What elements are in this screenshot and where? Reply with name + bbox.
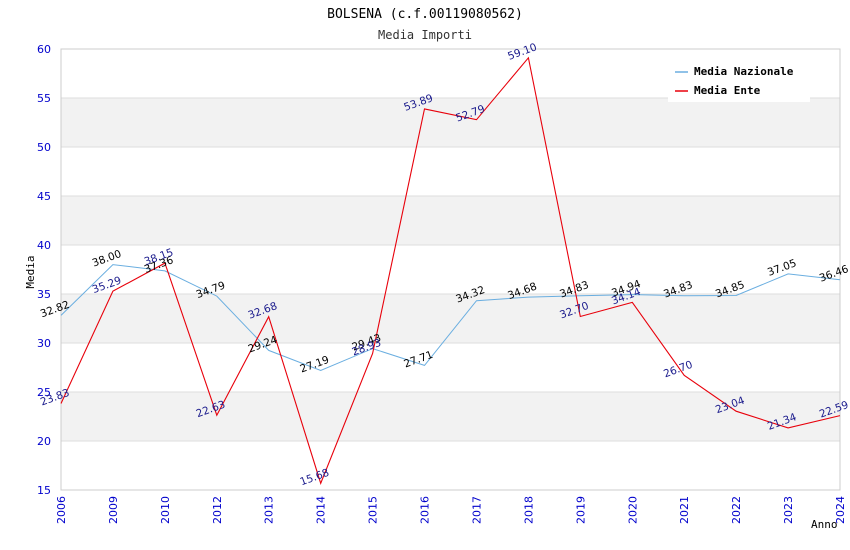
- y-tick-label: 30: [37, 337, 51, 350]
- x-tick-label: 2020: [626, 496, 639, 524]
- grid-band: [61, 441, 840, 490]
- y-tick-label: 35: [37, 288, 51, 301]
- grid-band: [61, 147, 840, 196]
- chart-title: BOLSENA (c.f.00119080562): [327, 7, 523, 22]
- x-tick-label: 2013: [263, 496, 276, 524]
- y-axis-ticks: 15 20 25 30 35 40 45 50 55 60: [37, 43, 51, 497]
- x-tick-label: 2014: [315, 496, 328, 524]
- series-line-media-nazionale: [60, 264, 841, 372]
- x-tick-label: 2019: [574, 496, 587, 524]
- x-tick-label: 2018: [522, 496, 535, 524]
- x-tick-label: 2010: [159, 496, 172, 524]
- x-tick-label: 2024: [834, 496, 847, 524]
- legend: Media Nazionale Media Ente: [668, 58, 810, 102]
- x-tick-label: 2009: [107, 496, 120, 524]
- x-tick-label: 2022: [730, 496, 743, 524]
- y-tick-label: 45: [37, 190, 51, 203]
- grid-band: [61, 98, 840, 147]
- grid-band: [61, 294, 840, 343]
- plot-background-bands: [61, 49, 840, 490]
- x-tick-label: 2012: [211, 496, 224, 524]
- y-tick-label: 15: [37, 484, 51, 497]
- x-axis-ticks: 2006 2009 2010 2012 2013 2014 2015 2016 2017 2018…: [55, 496, 847, 524]
- grid-band: [61, 196, 840, 245]
- x-tick-label: 2015: [367, 496, 380, 524]
- x-tick-label: 2017: [470, 496, 483, 524]
- grid-band: [61, 343, 840, 392]
- x-tick-label: 2023: [782, 496, 795, 524]
- y-tick-label: 55: [37, 92, 51, 105]
- series-line-media-ente: [60, 56, 841, 485]
- y-tick-label: 25: [37, 386, 51, 399]
- y-tick-label: 60: [37, 43, 51, 56]
- y-tick-label: 20: [37, 435, 51, 448]
- x-tick-label: 2021: [678, 496, 691, 524]
- x-tick-label: 2016: [419, 496, 432, 524]
- x-axis-label: Anno: [811, 518, 838, 531]
- grid-band: [61, 392, 840, 441]
- y-axis-label: Media: [24, 255, 37, 288]
- grid-band: [61, 245, 840, 294]
- x-tick-label: 2006: [55, 496, 68, 524]
- legend-background: [668, 58, 810, 102]
- series-lines: [60, 56, 841, 485]
- y-tick-label: 40: [37, 239, 51, 252]
- chart-subtitle: Media Importi: [378, 28, 472, 42]
- legend-label-media-ente: Media Ente: [694, 84, 761, 97]
- plot-frame: [60, 48, 841, 491]
- legend-label-media-nazionale: Media Nazionale: [694, 65, 794, 78]
- y-tick-label: 50: [37, 141, 51, 154]
